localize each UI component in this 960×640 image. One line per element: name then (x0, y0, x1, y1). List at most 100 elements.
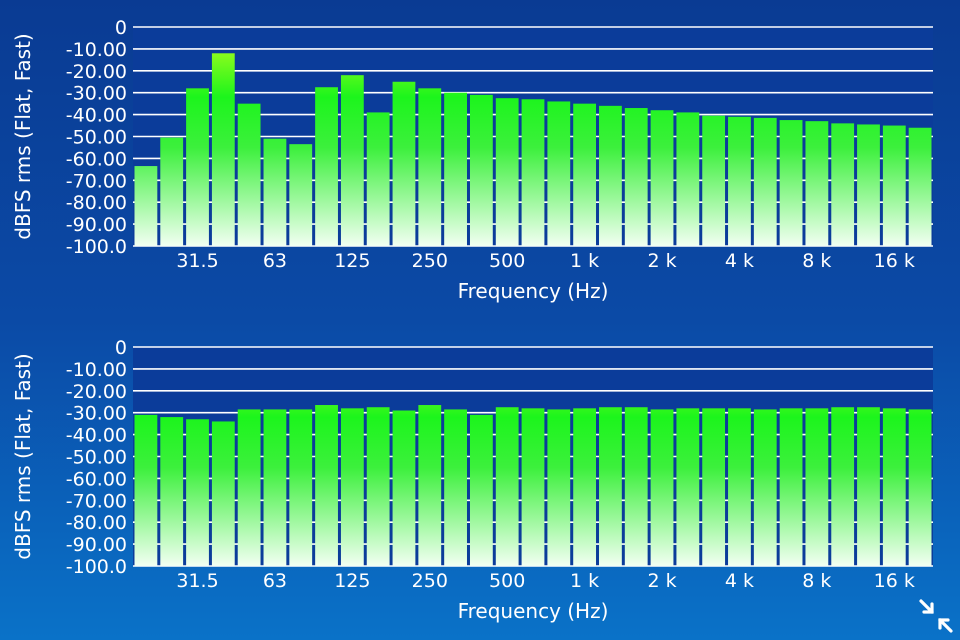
bar-8k (805, 121, 828, 246)
x-tick-label: 4 k (725, 250, 754, 272)
bar-20 (135, 166, 158, 246)
bar-500 (496, 407, 519, 566)
y-axis-title: dBFS rms (Flat, Fast) (11, 33, 35, 239)
bar-400 (470, 95, 493, 246)
x-tick-label: 125 (334, 570, 370, 592)
y-tick-label: -80.00 (66, 512, 127, 534)
x-tick-label: 125 (334, 250, 370, 272)
x-tick-label: 2 k (647, 570, 676, 592)
bar-250 (418, 405, 441, 566)
bar-3_15k (702, 408, 725, 566)
bar-160 (367, 112, 390, 246)
bar-16k (883, 126, 906, 246)
bar-1_25k (599, 106, 622, 246)
y-tick-label: -50.00 (66, 447, 127, 469)
x-tick-label: 8 k (802, 570, 831, 592)
bar-1k (573, 104, 596, 246)
bar-10k (831, 407, 854, 566)
bar-1_25k (599, 407, 622, 566)
x-tick-label: 16 k (874, 250, 915, 272)
y-tick-label: -20.00 (66, 381, 127, 403)
bar-16k (883, 408, 906, 566)
x-tick-labels: 31.5 63 125 250 500 1 k 2 k 4 k 8 k 16 k (176, 250, 915, 272)
y-tick-label: -30.00 (66, 403, 127, 425)
bar-40 (212, 53, 235, 246)
bar-315 (444, 409, 467, 566)
bar-5k (754, 409, 777, 566)
collapse-button[interactable] (916, 596, 956, 636)
bar-125 (341, 408, 364, 566)
bar-1k (573, 408, 596, 566)
x-tick-label: 63 (263, 250, 287, 272)
bar-50 (238, 409, 261, 566)
x-tick-label: 4 k (725, 570, 754, 592)
bar-40 (212, 421, 235, 566)
bar-80 (289, 144, 312, 246)
y-tick-label: -10.00 (66, 39, 127, 61)
y-tick-label: -70.00 (66, 170, 127, 192)
bar-630 (522, 99, 545, 246)
y-axis-title: dBFS rms (Flat, Fast) (11, 353, 35, 559)
x-tick-label: 31.5 (176, 570, 218, 592)
y-tick-label: -20.00 (66, 61, 127, 83)
bar-6_3k (780, 120, 803, 246)
x-tick-label: 500 (489, 570, 525, 592)
x-tick-label: 1 k (570, 570, 599, 592)
bar-20k (909, 128, 932, 246)
bar-4k (728, 117, 751, 246)
bar-6_3k (780, 408, 803, 566)
y-tick-label: -70.00 (66, 490, 127, 512)
bar-20 (135, 415, 158, 566)
y-tick-label: -40.00 (66, 105, 127, 127)
bar-200 (393, 411, 416, 566)
x-tick-label: 31.5 (176, 250, 218, 272)
x-tick-label: 2 k (647, 250, 676, 272)
bar-250 (418, 88, 441, 246)
y-tick-label: -60.00 (66, 148, 127, 170)
y-tick-label: -30.00 (66, 83, 127, 105)
bar-1_6k (625, 108, 648, 246)
x-tick-label: 8 k (802, 250, 831, 272)
y-tick-label: 0 (115, 17, 127, 39)
x-axis-title: Frequency (Hz) (458, 599, 609, 623)
bar-12_5k (857, 407, 880, 566)
bar-25 (160, 417, 183, 566)
bar-50 (238, 104, 261, 246)
bar-1_6k (625, 407, 648, 566)
y-tick-label: -90.00 (66, 214, 127, 236)
bar-12_5k (857, 124, 880, 246)
bar-400 (470, 415, 493, 566)
bar-80 (289, 409, 312, 566)
x-tick-label: 16 k (874, 570, 915, 592)
x-axis-title: Frequency (Hz) (458, 279, 609, 303)
bar-31_5 (186, 88, 209, 246)
x-tick-label: 500 (489, 250, 525, 272)
x-tick-labels: 31.5 63 125 250 500 1 k 2 k 4 k 8 k 16 k (176, 570, 915, 592)
bar-63 (264, 139, 287, 246)
bars (135, 405, 932, 566)
y-tick-labels: 0-10.00-20.00-30.00-40.00-50.00-60.00-70… (66, 337, 127, 578)
bar-100 (315, 87, 338, 246)
bar-63 (264, 409, 287, 566)
x-tick-label: 63 (263, 570, 287, 592)
bar-100 (315, 405, 338, 566)
bar-25 (160, 138, 183, 246)
y-tick-label: -90.00 (66, 534, 127, 556)
bar-2_5k (676, 408, 699, 566)
bar-630 (522, 408, 545, 566)
spectrum-chart-1: 0-10.00-20.00-30.00-40.00-50.00-60.00-70… (11, 17, 933, 303)
bar-160 (367, 407, 390, 566)
bar-315 (444, 93, 467, 246)
y-tick-label: -80.00 (66, 192, 127, 214)
bar-200 (393, 82, 416, 246)
bar-2_5k (676, 112, 699, 246)
x-tick-label: 250 (412, 250, 448, 272)
x-tick-label: 1 k (570, 250, 599, 272)
bar-10k (831, 123, 854, 246)
bar-31_5 (186, 419, 209, 566)
y-tick-label: 0 (115, 337, 127, 359)
bar-800 (547, 409, 570, 566)
bar-800 (547, 101, 570, 246)
y-tick-label: -40.00 (66, 425, 127, 447)
